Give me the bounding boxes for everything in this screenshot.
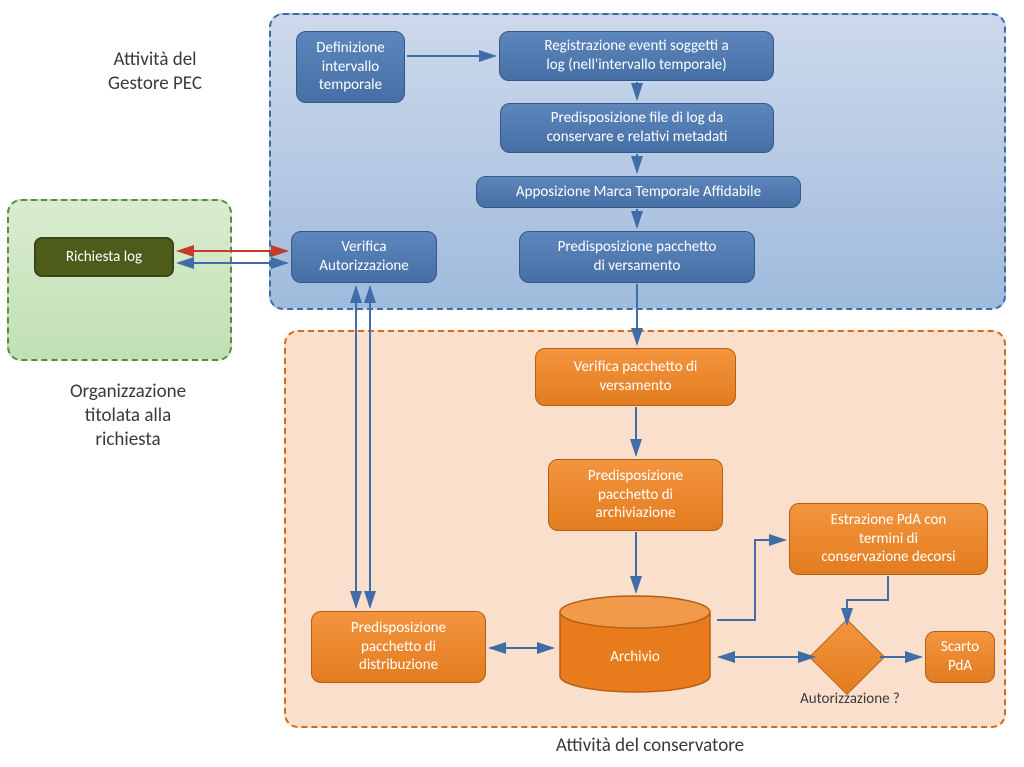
estrazione-pda-box: Estrazione PdA con termini di conservazi…	[789, 503, 988, 575]
autorizzazione-q-label: Autorizzazione ?	[770, 690, 930, 709]
gestore-label: Attività del Gestore PEC	[80, 48, 230, 96]
archivio-label: Archivio	[555, 648, 715, 666]
verifica-pacchetto-box: Verifica pacchetto di versamento	[535, 348, 736, 406]
conservatore-label: Attività del conservatore	[510, 734, 790, 758]
predisposizione-archiviazione-box: Predisposizione pacchetto di archiviazio…	[548, 459, 723, 531]
predisposizione-file-box: Predisposizione file di log da conservar…	[500, 103, 774, 153]
registrazione-box: Registrazione eventi soggetti a log (nel…	[499, 31, 774, 81]
richiesta-log-box: Richiesta log	[34, 237, 174, 277]
scarto-pda-box: Scarto PdA	[925, 631, 995, 683]
definizione-box: Definizione intervallo temporale	[296, 31, 405, 103]
predisposizione-distribuzione-box: Predisposizione pacchetto di distribuzio…	[311, 611, 486, 683]
verifica-autorizzazione-box: Verifica Autorizzazione	[291, 231, 437, 283]
organizzazione-container	[7, 199, 232, 361]
predisposizione-versamento-box: Predisposizione pacchetto di versamento	[519, 231, 755, 283]
archivio-cylinder: Archivio	[555, 594, 715, 694]
organizzazione-label: Organizzazione titolata alla richiesta	[48, 380, 208, 451]
apposizione-box: Apposizione Marca Temporale Affidabile	[476, 176, 801, 208]
